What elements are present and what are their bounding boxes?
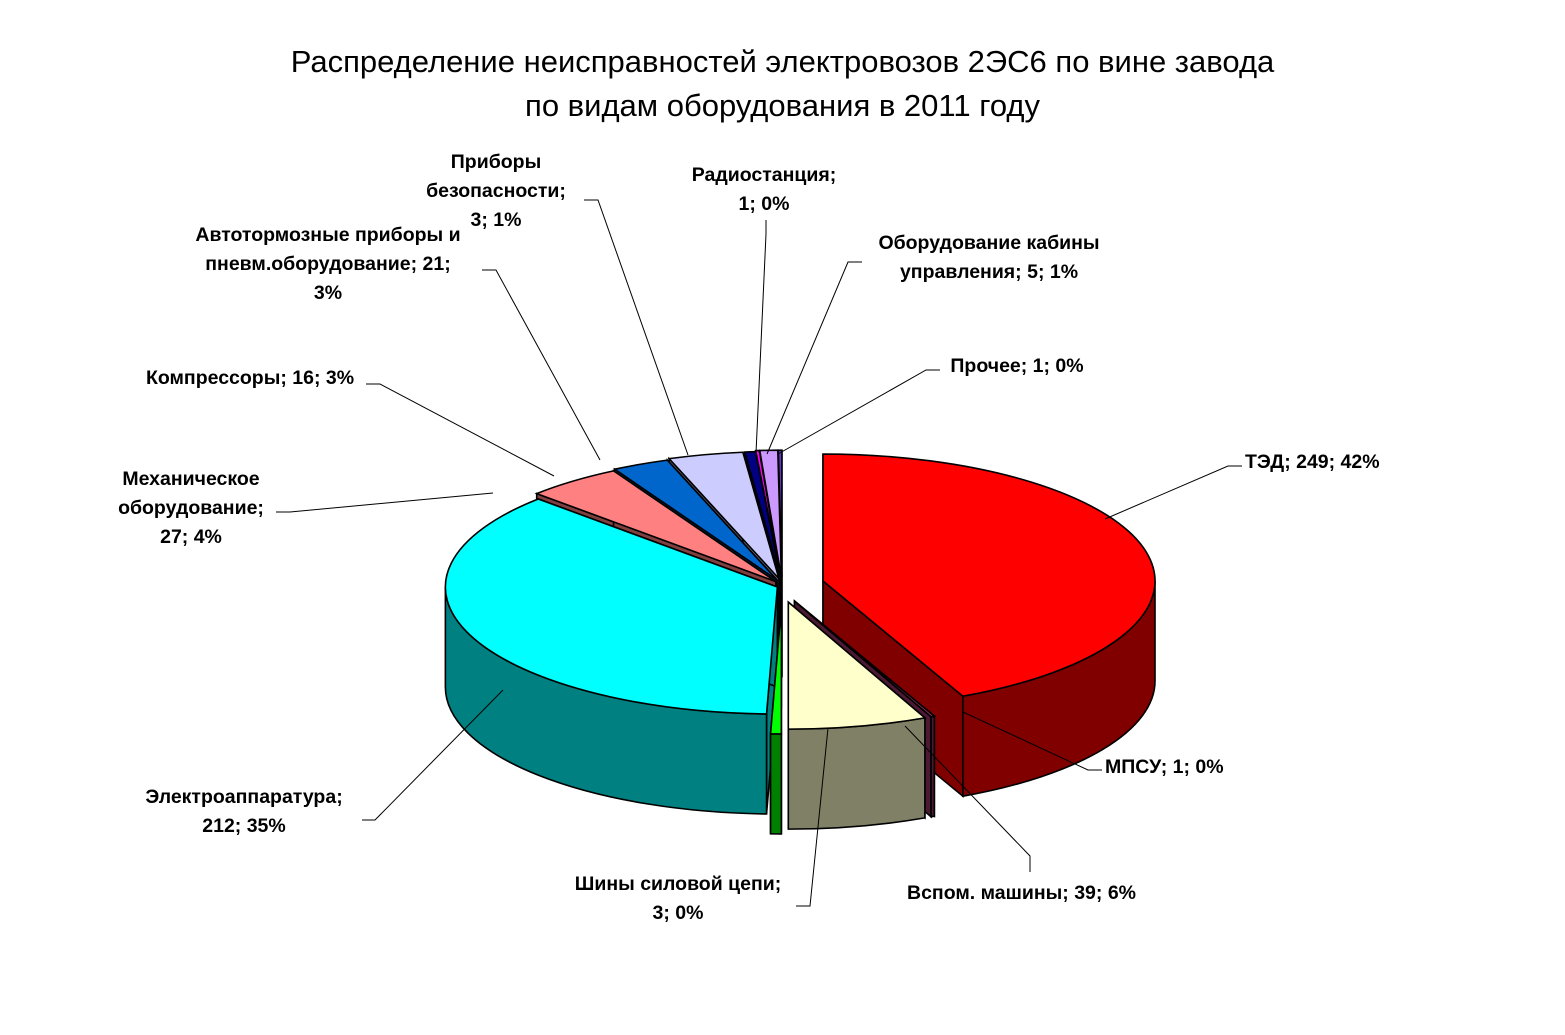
- data-label-3-line-0: Шины силовой цепи;: [575, 873, 781, 895]
- data-label-5-line-2: 27; 4%: [160, 526, 222, 548]
- data-label-8-line-1: безопасности;: [426, 180, 566, 202]
- slice-1-top: [793, 600, 937, 718]
- leader-line-9: [755, 220, 767, 454]
- data-label-5: Механическое оборудование; 27; 4%: [118, 468, 264, 548]
- data-label-8-line-0: Приборы: [451, 151, 541, 173]
- data-label-0: ТЭД; 249; 42%: [1245, 451, 1380, 473]
- data-label-3: Шины силовой цепи; 3; 0%: [575, 873, 781, 924]
- data-label-11-line-0: Прочее; 1; 0%: [950, 355, 1083, 377]
- data-label-5-line-0: Механическое: [122, 468, 259, 490]
- data-label-3-line-1: 3; 0%: [653, 902, 704, 924]
- pie-tops: [444, 449, 1156, 735]
- data-label-9-line-0: Радиостанция;: [692, 164, 836, 186]
- slice-0-top: [822, 453, 1156, 698]
- leader-line-1: [962, 711, 1102, 771]
- leader-line-10: [766, 261, 862, 455]
- leader-line-11: [777, 369, 940, 455]
- data-label-7-line-2: 3%: [314, 282, 342, 304]
- slice-11-top: [777, 449, 783, 578]
- data-label-7: Автотормозные приборы и пневм.оборудовани…: [195, 224, 460, 304]
- leader-line-6: [366, 383, 555, 477]
- data-label-1-line-0: МПСУ; 1; 0%: [1105, 756, 1224, 778]
- slice-6-top: [612, 459, 778, 581]
- chart-title: Распределение неисправностей электровозо…: [0, 40, 1565, 128]
- slice-1-outer-wall-0: [930, 715, 936, 818]
- slice-2-top: [787, 600, 927, 730]
- data-label-0-line-0: ТЭД; 249; 42%: [1245, 451, 1380, 473]
- data-label-1: МПСУ; 1; 0%: [1105, 756, 1224, 778]
- slice-7-top: [667, 451, 780, 580]
- leader-line-3: [796, 727, 829, 907]
- data-label-6-line-0: Компрессоры; 16; 3%: [146, 367, 354, 389]
- slice-3-top: [769, 606, 783, 735]
- leader-line-5: [276, 492, 494, 513]
- slice-3-outer-wall-0: [769, 733, 783, 835]
- data-label-4-line-0: Электроаппаратура;: [145, 786, 342, 808]
- chart-title-line-1: Распределение неисправностей электровозо…: [290, 44, 1275, 79]
- data-label-10-line-0: Оборудование кабины: [878, 232, 1099, 254]
- slice-2-outer-wall-0: [787, 716, 926, 830]
- data-label-10-line-1: управления; 5; 1%: [900, 261, 1078, 283]
- leader-line-7: [482, 269, 601, 461]
- leader-line-8: [584, 199, 689, 456]
- data-labels: ТЭД; 249; 42% МПСУ; 1; 0% Вспом. машины; 3…: [118, 151, 1380, 924]
- data-label-6: Компрессоры; 16; 3%: [146, 367, 354, 389]
- chart-title-line-2: по видам оборудования в 2011 году: [525, 88, 1040, 123]
- leader-line-0: [1104, 465, 1242, 520]
- data-label-9-line-1: 1; 0%: [739, 193, 790, 215]
- slice-4-top: [444, 498, 779, 715]
- data-label-8-line-2: 3; 1%: [471, 209, 522, 231]
- data-label-4-line-1: 212; 35%: [202, 815, 285, 837]
- data-label-10: Оборудование кабины управления; 5; 1%: [878, 232, 1099, 283]
- leader-line-4: [362, 689, 504, 821]
- data-label-2-line-0: Вспом. машины; 39; 6%: [907, 882, 1136, 904]
- data-label-11: Прочее; 1; 0%: [950, 355, 1083, 377]
- data-label-7-line-0: Автотормозные приборы и: [195, 224, 460, 246]
- leader-line-2: [904, 725, 1031, 872]
- data-label-9: Радиостанция; 1; 0%: [692, 164, 836, 215]
- data-label-2: Вспом. машины; 39; 6%: [907, 882, 1136, 904]
- data-label-4: Электроаппаратура; 212; 35%: [145, 786, 342, 837]
- data-label-5-line-1: оборудование;: [118, 497, 264, 519]
- data-label-8: Приборы безопасности; 3; 1%: [426, 151, 566, 231]
- slice-5-top: [534, 470, 777, 583]
- data-label-7-line-1: пневм.оборудование; 21;: [205, 253, 450, 275]
